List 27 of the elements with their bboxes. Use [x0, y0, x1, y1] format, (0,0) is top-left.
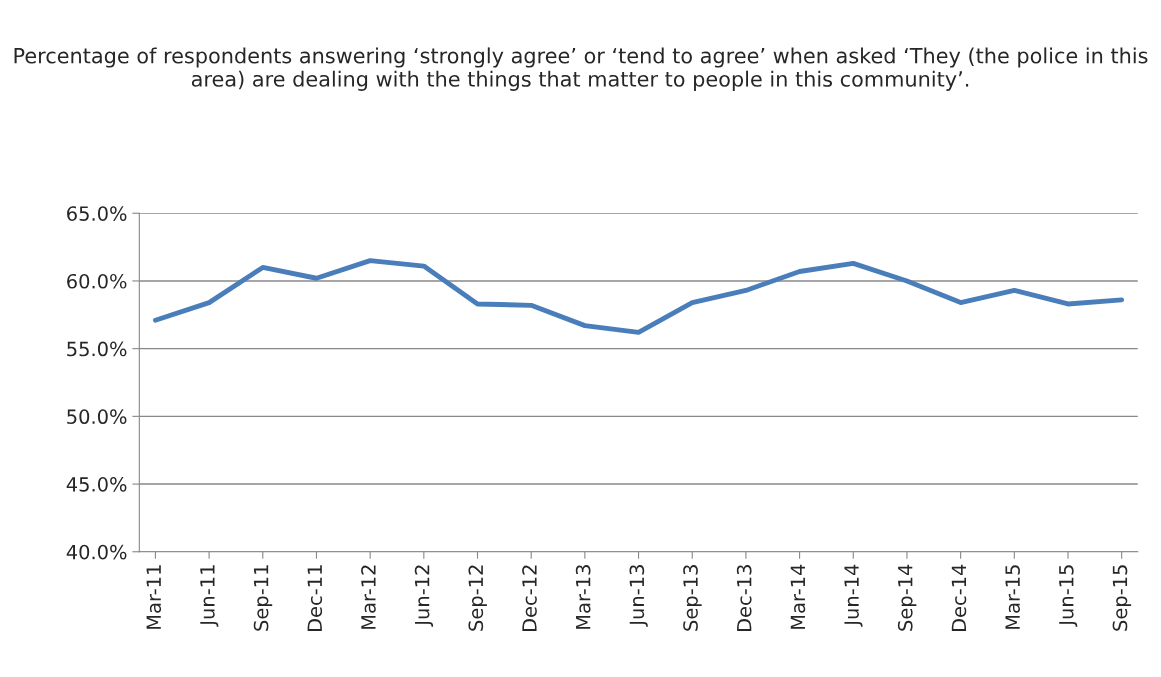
x-tick-label: Dec-14	[951, 564, 967, 632]
x-tick-label: Mar-12	[361, 565, 376, 629]
x-tick-label: Jun-13	[629, 565, 648, 627]
x-tick-label: Mar-11	[146, 565, 162, 629]
x-tick-label: Jun-11	[200, 565, 219, 627]
x-tick-label: Mar-14	[790, 564, 806, 629]
line-series	[152, 258, 1125, 335]
x-tick-label: Jun-14	[844, 564, 863, 627]
x-tick-label: Sep-11	[253, 565, 273, 631]
x-tick-label: Mar-15	[1005, 565, 1020, 629]
y-tick-label: 55.0%	[67, 341, 127, 357]
x-tick-label: Jun-15	[1059, 565, 1078, 627]
y-tick-label: 65.0%	[67, 206, 127, 221]
x-tick-label: Dec-12	[522, 565, 537, 632]
chart-title: Percentage of respondents answering ‘strongly agree’ or ‘tend to agree’ when asked ‘They (the police in this area) are dealing with the things that matter to people in this community’.	[14, 47, 1148, 91]
x-tick-label: Sep-12	[468, 565, 487, 631]
x-tick-label: Sep-15	[1112, 565, 1132, 631]
x-tick-label: Dec-13	[736, 565, 752, 632]
y-tick-label: 40.0%	[66, 544, 127, 560]
x-tick-label: Jun-12	[414, 565, 434, 627]
x-tick-label: Dec-11	[307, 565, 323, 632]
y-tick-label: 45.0%	[66, 477, 127, 492]
x-tick-label: Sep-13	[683, 565, 702, 631]
x-tick-label: Sep-14	[897, 564, 917, 631]
y-tick-label: 50.0%	[67, 409, 127, 425]
x-tick-label: Mar-13	[575, 565, 591, 629]
y-tick-label: 60.0%	[67, 273, 127, 289]
